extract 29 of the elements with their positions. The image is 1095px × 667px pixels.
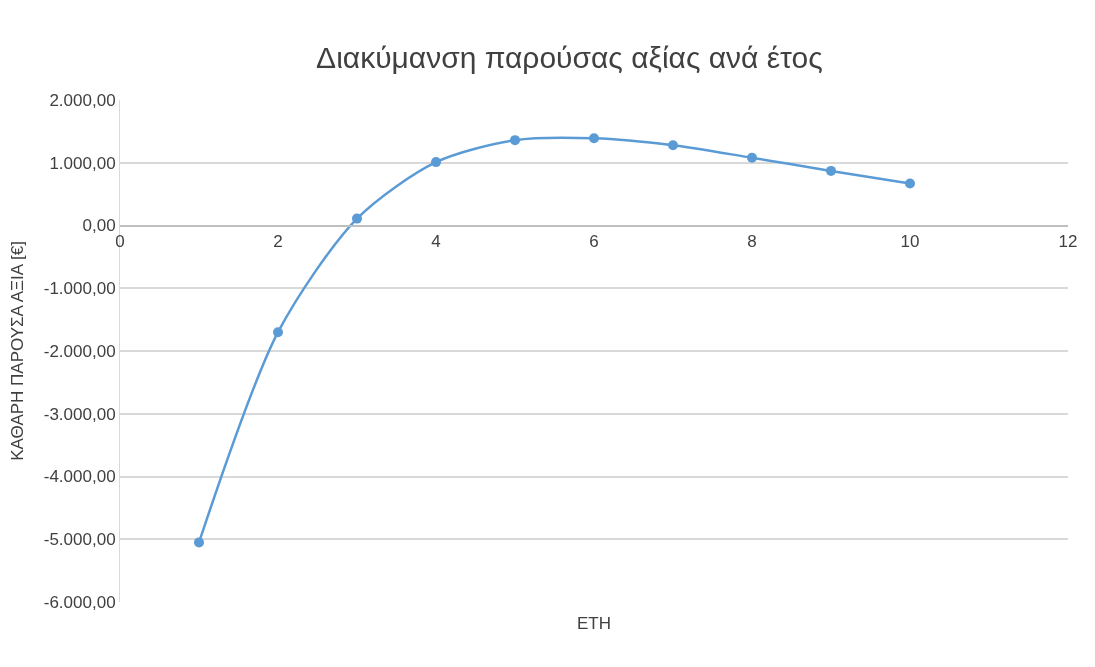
x-tick-label: 0 xyxy=(115,231,125,251)
x-axis-title: ΕΤΗ xyxy=(577,614,611,633)
x-tick-label: 8 xyxy=(747,231,757,251)
point xyxy=(905,178,915,189)
x-tick-label: 6 xyxy=(589,231,599,251)
point xyxy=(431,157,441,168)
y-tick-label: -4.000,00 xyxy=(43,467,116,487)
y-axis-title: ΚΑΘΑΡΗ ΠΑΡΟΥΣΑ ΑΞΙΑ [€] xyxy=(8,241,28,461)
y-tick-label: -5.000,00 xyxy=(43,530,116,550)
y-tick-label: -2.000,00 xyxy=(43,341,116,361)
y-tick-label: 1.000,00 xyxy=(49,153,116,173)
y-tick-label: -1.000,00 xyxy=(43,279,116,299)
point xyxy=(194,537,204,548)
point xyxy=(510,135,520,146)
x-tick-label: 10 xyxy=(900,231,920,251)
point xyxy=(747,152,757,163)
x-tick-label: 4 xyxy=(431,231,441,251)
point xyxy=(589,133,599,144)
x-tick-label: 12 xyxy=(1058,231,1078,251)
point xyxy=(826,165,836,176)
y-tick-label: -6.000,00 xyxy=(43,592,116,612)
y-tick-label: -3.000,00 xyxy=(43,404,116,424)
x-tick-label: 2 xyxy=(273,231,283,251)
chart-title: Διακύμανση παρούσας αξίας ανά έτος xyxy=(316,40,823,74)
point xyxy=(668,140,678,151)
y-tick-label: 0,00 xyxy=(82,216,116,236)
point xyxy=(273,327,283,338)
y-tick-label: 2.000,00 xyxy=(49,90,116,110)
point xyxy=(352,213,362,224)
